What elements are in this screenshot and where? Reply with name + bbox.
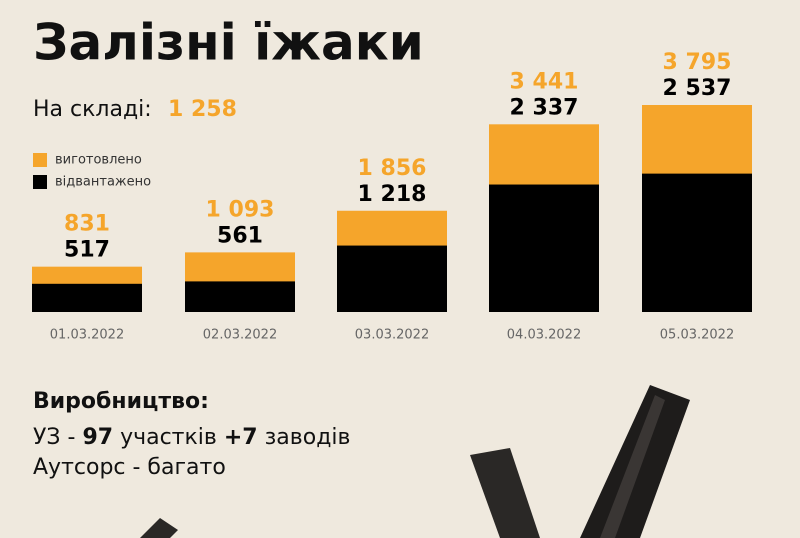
- decoration: [140, 385, 690, 538]
- title: Залізні їжаки: [33, 14, 424, 72]
- bar: [185, 281, 295, 312]
- legend-swatch: [33, 175, 47, 189]
- x-tick-label: 01.03.2022: [50, 328, 124, 343]
- value-label: 2 537: [663, 76, 732, 101]
- stock-value: 1 258: [168, 97, 237, 122]
- text: заводів: [265, 425, 351, 450]
- production-title: Виробництво:: [33, 389, 209, 414]
- text: УЗ -: [33, 425, 75, 450]
- text: +7: [224, 425, 258, 450]
- legend-label: відвантажено: [55, 175, 151, 190]
- value-label: 517: [64, 238, 110, 263]
- value-label: 3 795: [663, 50, 732, 75]
- production-line: УЗ - 97 участків +7 заводів: [33, 425, 351, 450]
- stock-label: На складі:: [33, 97, 152, 122]
- value-label: 561: [217, 223, 263, 248]
- legend-label: виготовлено: [55, 153, 142, 168]
- value-label: 3 441: [510, 69, 579, 94]
- x-tick-label: 05.03.2022: [660, 328, 734, 343]
- value-label: 1 218: [358, 182, 427, 207]
- value-label: 831: [64, 212, 110, 237]
- value-label: 2 337: [510, 95, 579, 120]
- production-line: Аутсорс - багато: [33, 455, 226, 480]
- legend-swatch: [33, 153, 47, 167]
- text: 97: [82, 425, 113, 450]
- value-label: 1 856: [358, 156, 427, 181]
- x-tick-label: 02.03.2022: [203, 328, 277, 343]
- x-tick-label: 03.03.2022: [355, 328, 429, 343]
- text: участків: [120, 425, 217, 450]
- bar: [32, 283, 142, 312]
- bar: [489, 184, 599, 312]
- bar: [337, 245, 447, 312]
- x-tick-label: 04.03.2022: [507, 328, 581, 343]
- bar: [642, 173, 752, 312]
- value-label: 1 093: [206, 197, 275, 222]
